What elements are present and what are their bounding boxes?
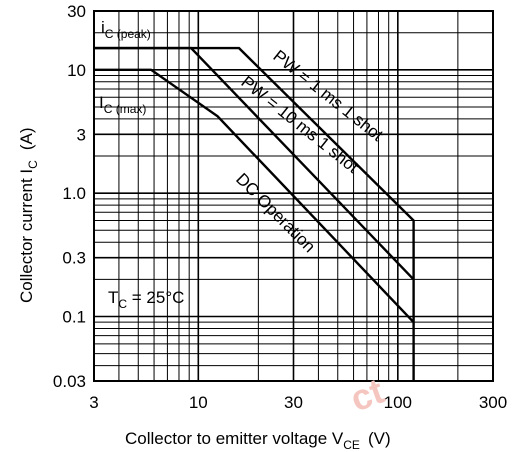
x-tick-label: 100 [384,393,412,412]
plot-frame [93,10,494,382]
series-line-2 [94,68,415,324]
series-lines [94,46,415,381]
x-tick-labels: 3 10 30 100 300 [89,393,507,412]
y-tick-label: 0.1 [62,308,86,327]
series-line-1 [94,46,415,281]
ic-peak-label: iC (peak) [101,18,151,41]
y-tick-label: 1.0 [62,184,86,203]
x-tick-label: 300 [479,393,507,412]
x-tick-label: 3 [89,393,98,412]
series-label-dc-operation: DC Operation [232,169,319,256]
y-tick-label: 0.3 [62,249,86,268]
x-tick-label: 10 [189,393,208,412]
x-axis-title: Collector to emitter voltage VCE (V) [125,429,391,452]
case-temperature-label: TC = 25°C [108,288,184,311]
x-tick-label: 30 [284,393,303,412]
y-tick-label: 10 [67,61,86,80]
ic-max-label: IC (max) [99,93,146,116]
y-tick-labels: 30 10 3 1.0 0.3 0.1 0.03 [53,2,86,391]
y-axis-title: Collector current IC(A) [17,127,40,303]
watermark: ct [345,370,389,419]
y-tick-label: 3 [77,125,86,144]
y-tick-label: 30 [67,2,86,21]
y-tick-label: 0.03 [53,372,86,391]
